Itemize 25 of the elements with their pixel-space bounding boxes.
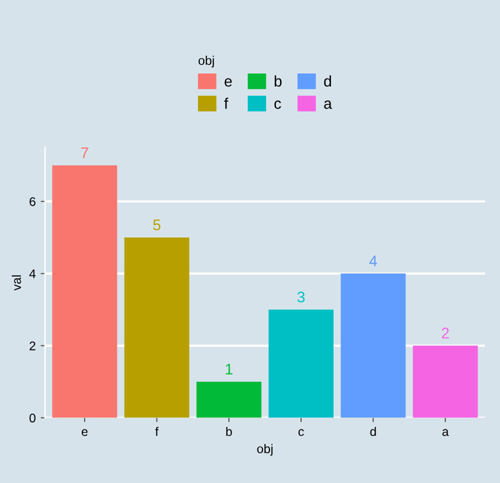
x-tick-label: b	[226, 426, 232, 436]
x-tick-label: a	[442, 429, 449, 436]
data-label: 3	[297, 292, 305, 302]
x-tick-label: e	[82, 429, 88, 436]
legend-label: f	[224, 98, 228, 109]
legend-label: a	[324, 100, 332, 109]
x-axis-title: obj	[257, 444, 272, 456]
y-tick-label: 0	[30, 414, 36, 422]
y-tick-label: 2	[30, 341, 36, 350]
y-tick-label: 4	[29, 269, 36, 278]
data-label: 5	[153, 220, 160, 230]
y-axis-title: val	[12, 275, 21, 290]
x-tick-label: d	[370, 426, 376, 436]
x-tick-label: f	[155, 426, 159, 436]
data-label: 7	[81, 148, 88, 158]
legend-label: c	[274, 100, 281, 109]
data-label: 4	[369, 256, 377, 266]
legend-label: b	[274, 75, 282, 87]
legend-title: obj	[198, 56, 214, 68]
legend-label: e	[224, 78, 232, 87]
y-tick-label: 6	[30, 197, 36, 206]
data-label: 2	[442, 328, 449, 338]
legend-label: d	[324, 75, 331, 87]
x-tick-label: c	[298, 429, 304, 436]
data-label: 1	[226, 364, 232, 374]
